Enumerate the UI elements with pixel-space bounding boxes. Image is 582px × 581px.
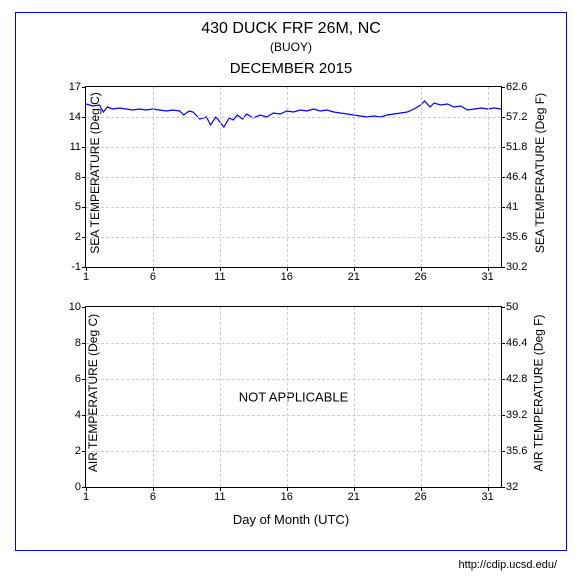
y-right-tick-label: 41: [506, 201, 518, 213]
x-tick-label: 6: [150, 271, 156, 283]
x-tick-label: 6: [150, 491, 156, 503]
x-tick-label: 1: [83, 271, 89, 283]
y-right-tick-label: 35.6: [506, 231, 527, 243]
y-left-tick-label: 11: [70, 141, 81, 153]
x-tick-label: 21: [348, 491, 360, 503]
y-left-tick-label: 2: [75, 445, 81, 457]
y-left-tick-label: 4: [75, 409, 81, 421]
chart-container: 430 DUCK FRF 26M, NC (BUOY) DECEMBER 201…: [0, 0, 582, 581]
sea-temp-c-label: SEA TEMPERATURE (Deg C): [88, 92, 102, 254]
y-right-tick-label: 35.6: [506, 445, 527, 457]
y-left-tick-label: 6: [75, 373, 81, 385]
sea-temp-chart: 161116212631-130.2235.6541846.41151.8145…: [85, 86, 502, 268]
y-left-tick-label: 14: [69, 111, 81, 123]
y-left-tick-label: 0: [75, 481, 81, 493]
y-left-tick-label: 17: [69, 81, 81, 93]
not-applicable-text: NOT APPLICABLE: [86, 390, 501, 405]
y-right-tick-label: 46.4: [506, 171, 527, 183]
y-left-tick-label: 10: [69, 301, 81, 313]
y-right-tick-label: 42.8: [506, 373, 527, 385]
x-tick-label: 16: [281, 491, 293, 503]
x-tick-label: 1: [83, 491, 89, 503]
x-tick-label: 11: [214, 271, 225, 283]
y-left-tick-label: 8: [75, 337, 81, 349]
y-right-tick-label: 51.8: [506, 141, 527, 153]
x-axis-label: Day of Month (UTC): [0, 512, 582, 527]
y-right-tick-label: 30.2: [506, 261, 527, 273]
y-right-tick-label: 32: [506, 481, 518, 493]
y-right-tick-label: 57.2: [506, 111, 527, 123]
page-subtitle: (BUOY): [0, 40, 582, 54]
x-tick-label: 11: [214, 491, 225, 503]
air-temp-c-label: AIR TEMPERATURE (Deg C): [86, 314, 100, 472]
x-tick-label: 31: [481, 271, 493, 283]
y-left-tick-label: 2: [75, 231, 81, 243]
y-right-tick-label: 50: [506, 301, 518, 313]
y-left-tick-label: 8: [75, 171, 81, 183]
sea-temp-f-label: SEA TEMPERATURE (Deg F): [533, 93, 547, 253]
x-tick-label: 26: [415, 491, 427, 503]
y-right-tick-label: 46.4: [506, 337, 527, 349]
x-tick-label: 16: [281, 271, 293, 283]
y-left-tick-label: -1: [71, 261, 81, 273]
y-right-tick-label: 39.2: [506, 409, 527, 421]
y-right-tick-label: 62.6: [506, 81, 527, 93]
x-tick-label: 21: [348, 271, 360, 283]
page-title: 430 DUCK FRF 26M, NC: [0, 20, 582, 38]
source-url: http://cdip.ucsd.edu/: [459, 559, 557, 571]
y-left-tick-label: 5: [75, 201, 81, 213]
x-tick-label: 31: [481, 491, 493, 503]
month-title: DECEMBER 2015: [0, 60, 582, 77]
air-temp-f-label: AIR TEMPERATURE (Deg F): [531, 315, 545, 472]
air-temp-chart: NOT APPLICABLE 161116212631032235.6439.2…: [85, 306, 502, 488]
x-tick-label: 26: [415, 271, 427, 283]
